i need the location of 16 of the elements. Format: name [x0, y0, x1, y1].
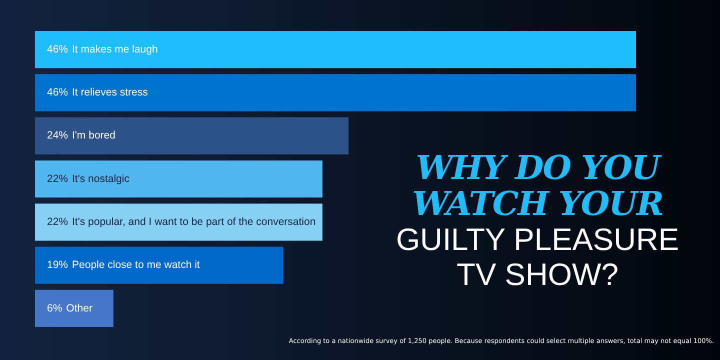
data-label: 46%	[47, 86, 68, 99]
y-tick-label: It's nostalgic	[72, 172, 130, 185]
data-label: 22%	[47, 216, 68, 228]
data-label: 22%	[47, 172, 68, 185]
y-tick-label: Other	[66, 302, 93, 314]
text: WHY DO YOU WATCH YOUR	[411, 148, 664, 223]
y-tick-label: It's popular, and I want to be part of the conversation	[72, 216, 316, 228]
data-label: 19%	[47, 259, 68, 272]
data-label: 6%	[47, 302, 62, 314]
y-tick-label: It relieves stress	[72, 86, 148, 99]
y-tick-label: I'm bored	[72, 130, 116, 142]
y-tick-label: People close to me watch it	[72, 259, 200, 272]
data-label: 46%	[47, 43, 68, 56]
data-label: 24%	[47, 130, 68, 142]
text: GUILTY PLEASURE TV SHOW?	[395, 222, 680, 292]
y-tick-label: It makes me laugh	[72, 43, 158, 56]
